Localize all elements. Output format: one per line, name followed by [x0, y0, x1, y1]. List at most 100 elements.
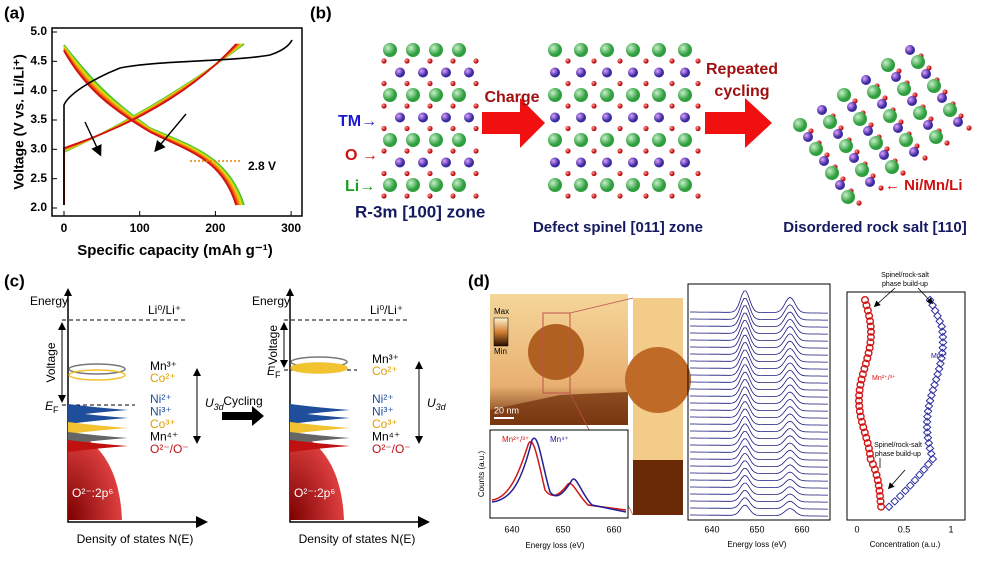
li-atom: [793, 118, 807, 132]
state-label: Ni²⁺: [150, 392, 172, 406]
marker: [937, 348, 947, 358]
o-atom: [669, 148, 675, 154]
discharge-curve: [63, 50, 237, 206]
li-atom: [574, 88, 588, 102]
annotation: phase build-up: [875, 451, 921, 458]
li-atom: [600, 133, 614, 147]
o-atom: [695, 170, 701, 177]
tm-atom: [861, 75, 871, 85]
spectrum: [690, 327, 828, 349]
charge-curve: [63, 43, 245, 205]
o-atom: [669, 125, 675, 132]
tm-atom: [937, 93, 947, 103]
tm-atom: [654, 67, 664, 78]
marker: [928, 300, 937, 310]
state-peak: [290, 412, 350, 424]
y-axis-label: Voltage (V vs. Li/Li⁺): [11, 54, 27, 189]
profile-frame: [846, 291, 966, 521]
li-atom: [406, 43, 420, 57]
curves: [63, 43, 245, 206]
li-atom: [626, 43, 640, 57]
marker: [857, 375, 866, 384]
o-atom: [427, 148, 433, 154]
spectrum: [690, 357, 828, 377]
li-atom: [383, 88, 397, 102]
li-atom: [548, 133, 562, 147]
o-atom: [427, 58, 433, 64]
axis-label: Energy: [252, 294, 290, 308]
axes: [67, 290, 208, 528]
arrow-label: Charge: [484, 89, 539, 106]
li-atom: [837, 88, 851, 102]
o-atom: [617, 125, 623, 132]
state-label: O²⁻/O⁻: [150, 442, 189, 456]
band-label: O²⁻:2p⁶: [72, 486, 113, 500]
o-atom: [643, 193, 649, 199]
legend-entry: Mn²⁺/³⁺: [872, 375, 896, 382]
marker: [866, 322, 875, 331]
zoom-line: [569, 297, 634, 314]
li-atom: [885, 160, 899, 174]
o-atom: [427, 103, 433, 109]
li-atom: [652, 133, 666, 147]
o-atom: [565, 193, 571, 199]
y-tick-label: 3.5: [30, 112, 47, 126]
state-peak: [290, 440, 350, 452]
x-tick-label: 0: [854, 524, 859, 534]
tm-atom: [817, 105, 827, 115]
li-atom: [429, 88, 443, 102]
marker: [860, 428, 869, 437]
spectrum: [690, 482, 828, 496]
marker: [938, 343, 948, 353]
annotation: Spinel/rock-salt: [874, 442, 922, 449]
discharge-curve: [63, 44, 245, 206]
hubbard-label: U3d: [427, 396, 447, 412]
charge-curve: [63, 43, 237, 205]
o-atom: [966, 125, 972, 131]
o-atom: [922, 155, 928, 161]
o-atom: [427, 80, 433, 87]
x-tick-label: 660: [794, 524, 809, 534]
marker: [884, 502, 894, 512]
o-atom: [450, 125, 456, 132]
marker: [864, 444, 873, 453]
tm-atom: [395, 67, 405, 78]
marker: [856, 380, 865, 389]
tm-atom: [849, 153, 859, 163]
arrow: [482, 98, 545, 148]
li-atom: [929, 130, 943, 144]
annotation: phase build-up: [882, 281, 928, 288]
o-atom: [404, 103, 410, 109]
o-atom: [450, 193, 456, 199]
spectrum: [690, 408, 828, 426]
tm-atom: [576, 157, 586, 168]
state-peak: [290, 404, 350, 416]
o-atom: [381, 80, 387, 87]
axes: [289, 290, 430, 528]
spectrum: [690, 386, 828, 405]
marker: [870, 465, 879, 474]
spectrum: [690, 445, 828, 461]
o-atom: [565, 80, 571, 87]
subscript: 3d: [214, 402, 225, 412]
charge-curve: [63, 43, 241, 205]
state-peak: [68, 404, 128, 416]
x-tick-label: 1: [948, 524, 953, 534]
li-atom: [825, 166, 839, 180]
tm-atom: [879, 150, 889, 160]
o-atom: [450, 103, 456, 109]
state-label: Co²⁺: [150, 371, 176, 385]
zone-label: R-3m [100] zone: [355, 202, 485, 221]
marker: [857, 417, 866, 426]
o-atom: [900, 170, 906, 176]
lattices: [381, 43, 972, 206]
discharge-curve: [63, 47, 242, 206]
o-atom: [404, 58, 410, 64]
spectrum: [690, 312, 828, 335]
li-atom: [881, 58, 895, 72]
panel-label: (a): [4, 3, 25, 22]
o-atom: [450, 170, 456, 177]
marker: [875, 486, 884, 495]
charge-curve: [63, 43, 241, 205]
li-atom: [600, 178, 614, 192]
